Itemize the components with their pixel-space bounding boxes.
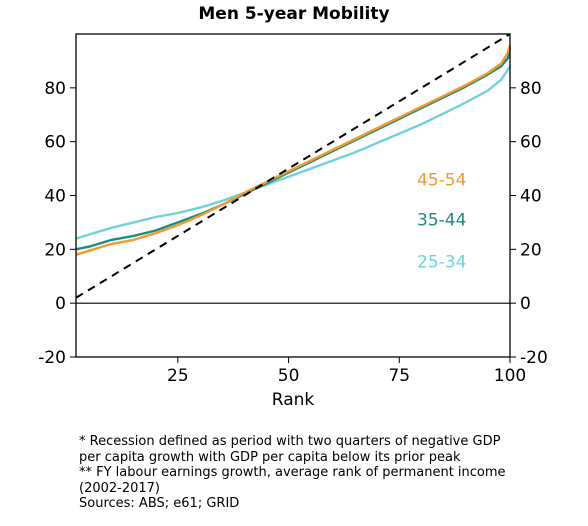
series-labels: 45-54 35-44 25-34 bbox=[417, 170, 466, 272]
y-tick-label-right: 80 bbox=[520, 79, 542, 99]
x-tick-label: 50 bbox=[278, 366, 300, 386]
reference-line-45deg bbox=[75, 33, 511, 299]
footnote-recession-cont: per capita growth with GDP per capita be… bbox=[79, 449, 461, 465]
sources-note: Sources: ABS; e61; GRID bbox=[79, 496, 240, 511]
series-label-25-34: 25-34 bbox=[417, 252, 466, 272]
footnote-earnings: ** FY labour earnings growth, average ra… bbox=[79, 465, 506, 480]
series-label-35-44: 35-44 bbox=[417, 211, 466, 231]
series-line-35-44 bbox=[75, 47, 512, 251]
y-tick-label-right: -20 bbox=[520, 348, 548, 368]
x-tick-label: 100 bbox=[494, 366, 526, 386]
y-tick-label-right: 20 bbox=[520, 240, 542, 260]
series-line-25-34 bbox=[75, 65, 512, 240]
y-tick-label-left: -20 bbox=[38, 348, 66, 368]
y-tick-label-right: 40 bbox=[520, 187, 542, 207]
plot-frame bbox=[75, 33, 511, 358]
series-line-45-54 bbox=[75, 44, 512, 256]
y-tick-label-right: 60 bbox=[520, 133, 542, 153]
y-axis-left: -20 0 20 40 60 80 bbox=[38, 79, 76, 368]
y-tick-label-left: 80 bbox=[44, 79, 66, 99]
y-axis-right: -20 0 20 40 60 80 bbox=[510, 79, 548, 368]
y-tick-label-left: 0 bbox=[55, 294, 66, 314]
x-axis: 25 50 75 100 bbox=[167, 357, 526, 386]
plot-area bbox=[75, 33, 512, 304]
x-axis-label: Rank bbox=[272, 390, 315, 410]
footnote-recession: * Recession defined as period with two q… bbox=[79, 434, 501, 449]
x-tick-label: 25 bbox=[167, 366, 189, 386]
y-tick-label-left: 20 bbox=[44, 240, 66, 260]
mobility-chart: Men 5-year Mobility -20 0 20 40 60 80 -20 0 20 4… bbox=[38, 4, 548, 410]
y-tick-label-left: 60 bbox=[44, 133, 66, 153]
x-tick-label: 75 bbox=[388, 366, 410, 386]
y-tick-label-right: 0 bbox=[520, 294, 531, 314]
footnote-period: (2002-2017) bbox=[79, 480, 161, 496]
chart-title: Men 5-year Mobility bbox=[198, 4, 389, 24]
footnotes: * Recession defined as period with two q… bbox=[79, 434, 579, 512]
y-tick-label-left: 40 bbox=[44, 187, 66, 207]
series-label-45-54: 45-54 bbox=[417, 170, 466, 190]
